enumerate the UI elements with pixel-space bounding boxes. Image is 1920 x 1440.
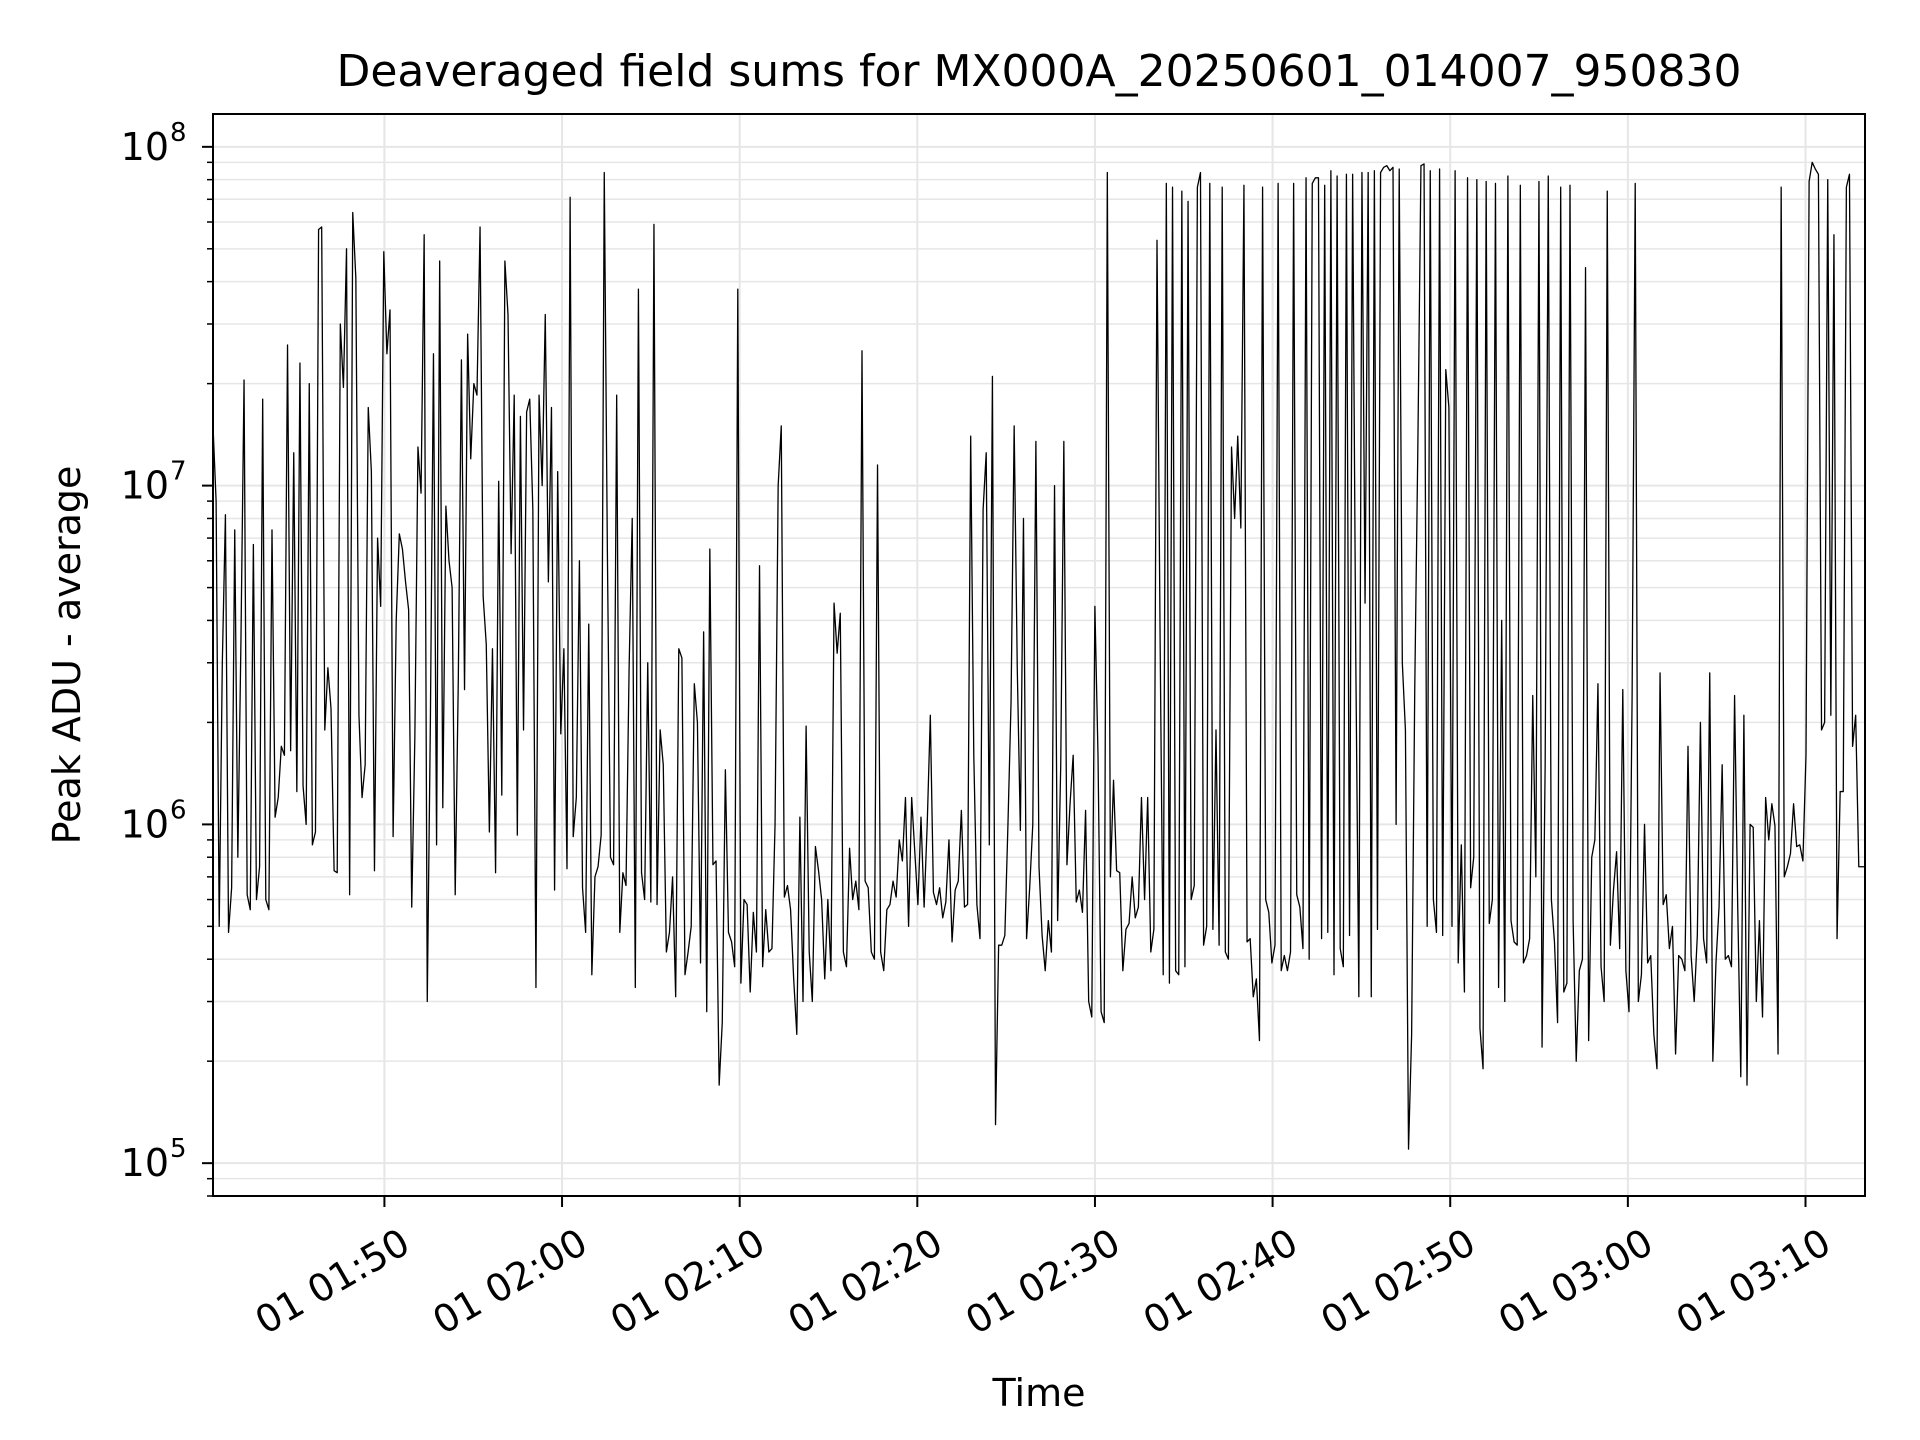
y-tick-label: 10 [121, 1141, 169, 1185]
y-tick-exponent: 8 [170, 118, 187, 148]
y-tick-label: 10 [121, 125, 169, 169]
y-tick-label: 10 [121, 464, 169, 508]
y-tick-exponent: 6 [170, 795, 187, 825]
series-line [212, 161, 1865, 1150]
chart-title: Deaveraged field sums for MX000A_2025060… [336, 46, 1741, 97]
y-tick-label: 10 [121, 802, 169, 846]
y-axis-label: Peak ADU - average [45, 466, 89, 845]
x-axis-label: Time [992, 1371, 1086, 1415]
plot-frame [212, 113, 1866, 1197]
y-tick-exponent: 7 [170, 457, 187, 487]
y-tick-exponent: 5 [170, 1134, 187, 1164]
